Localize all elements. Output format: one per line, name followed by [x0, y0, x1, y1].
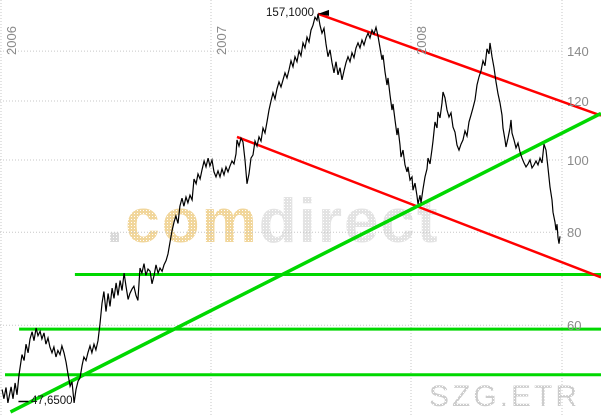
price-axis-label-140: 140: [567, 44, 589, 59]
ticker-label: SZG.ETR: [429, 382, 581, 412]
trendline-falling-resistance-upper: [317, 12, 601, 117]
peak-marker: [318, 9, 329, 16]
price-axis-label-60: 60: [567, 318, 582, 333]
low-price-annotation: 47,6500: [31, 395, 73, 407]
price-axis-label-120: 120: [567, 94, 589, 109]
year-label-2008: 2008: [414, 26, 429, 55]
trendline-rising-support: [9, 111, 601, 414]
year-label-2007: 2007: [214, 26, 229, 55]
price-series-line: [1, 13, 561, 404]
year-label-2006: 2006: [4, 26, 19, 55]
peak-price-annotation: 157,1000: [266, 7, 314, 19]
price-axis-label-80: 80: [567, 225, 582, 240]
price-axis-label-100: 100: [567, 153, 589, 168]
